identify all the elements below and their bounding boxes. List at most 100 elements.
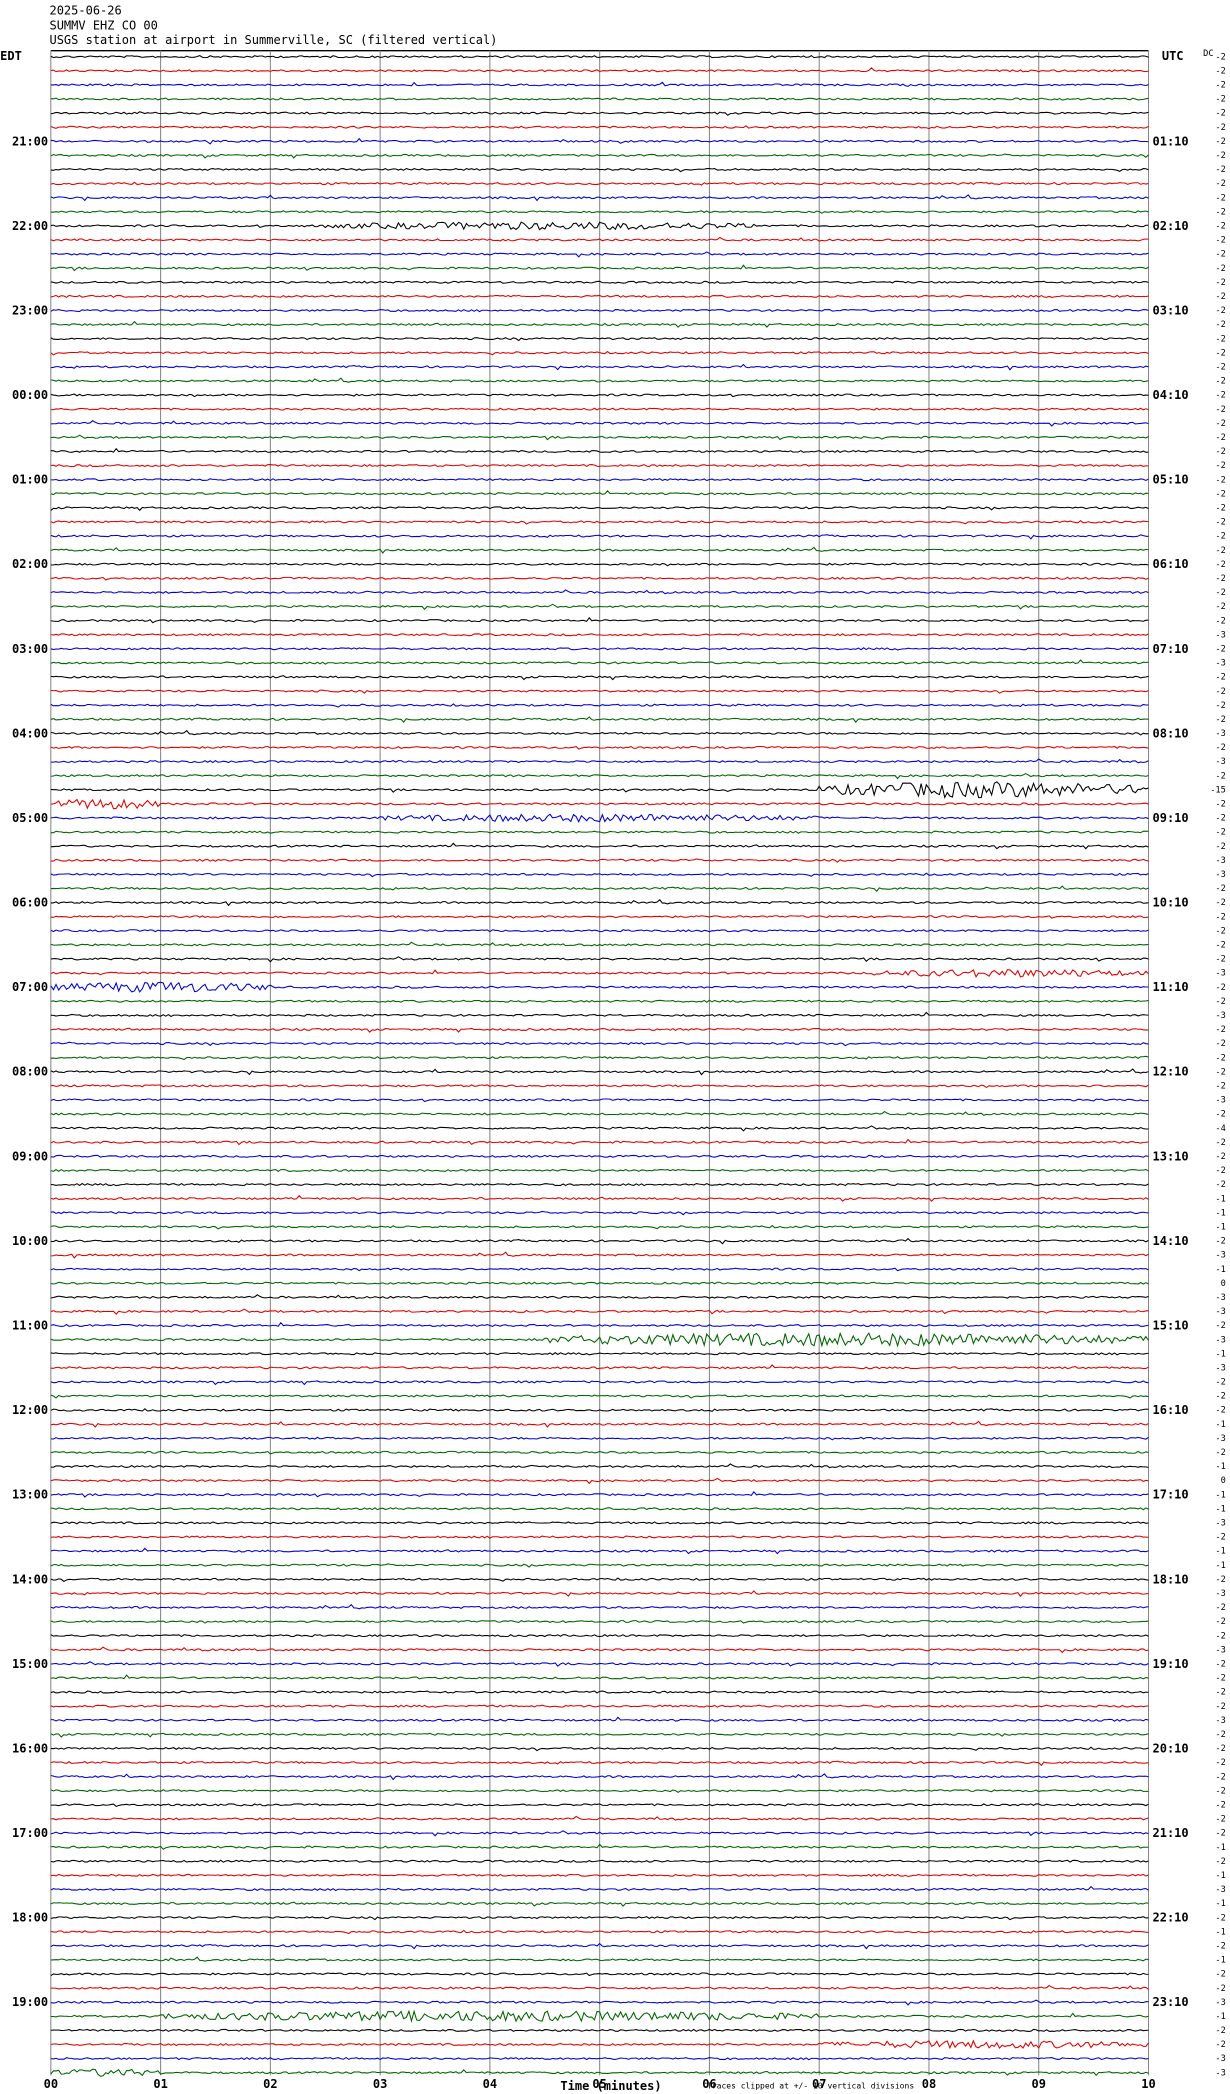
dc-offset: -2	[1215, 165, 1225, 175]
dc-offset: -2	[1215, 1448, 1225, 1458]
dc-offset: -2	[1215, 743, 1225, 753]
dc-offset: -1	[1215, 1349, 1225, 1359]
trace	[50, 181, 1149, 186]
dc-offset: -2	[1215, 1152, 1225, 1162]
dc-offset: -2	[1215, 1688, 1225, 1698]
trace	[50, 898, 1149, 907]
dc-offset: -3	[1215, 1645, 1225, 1655]
trace	[50, 1138, 1149, 1146]
dc-offset: -3	[1215, 1011, 1225, 1021]
dc-offset: -1	[1215, 1462, 1225, 1472]
x-axis-title: Time (minutes)	[560, 2079, 661, 2093]
x-tick-label: 00	[44, 2077, 58, 2091]
trace	[50, 1490, 1149, 1498]
trace	[50, 633, 1149, 637]
trace	[50, 745, 1149, 750]
trace	[50, 2068, 1149, 2077]
dc-offset: 0	[1221, 1476, 1226, 1486]
trace	[50, 1068, 1149, 1076]
dc-offset: -2	[1215, 828, 1225, 838]
trace	[50, 562, 1149, 567]
right-time-label: 14:10	[1153, 1234, 1189, 1248]
trace	[50, 1125, 1149, 1132]
trace	[50, 1098, 1149, 1103]
dc-offset: -2	[1215, 1617, 1225, 1627]
left-time-label: 22:00	[12, 219, 48, 233]
dc-offset: -2	[1215, 1067, 1225, 1077]
right-time-label: 20:10	[1153, 1741, 1189, 1755]
dc-offset: -2	[1215, 1110, 1225, 1120]
x-tick-label: 09	[1032, 2077, 1046, 2091]
trace	[50, 1011, 1149, 1018]
right-time-label: 09:10	[1153, 811, 1189, 825]
dc-offset: -2	[1215, 66, 1225, 76]
dc-offset: -2	[1215, 1406, 1225, 1416]
dc-offset: -2	[1215, 1730, 1225, 1740]
dc-offset: -2	[1215, 560, 1225, 570]
trace	[50, 1547, 1149, 1555]
trace	[50, 336, 1149, 342]
trace	[50, 2028, 1149, 2032]
dc-offset: -1	[1215, 1504, 1225, 1514]
dc-offset: -2	[1215, 391, 1225, 401]
trace	[50, 1972, 1149, 1977]
dc-offset: -2	[1215, 771, 1225, 781]
dc-offset: -2	[1215, 1533, 1225, 1543]
dc-offset: -2	[1215, 997, 1225, 1007]
trace	[50, 941, 1149, 947]
right-time-label: 10:10	[1153, 896, 1189, 910]
dc-offset: -2	[1215, 292, 1225, 302]
right-time-label: 11:10	[1153, 980, 1189, 994]
trace	[50, 1521, 1149, 1525]
trace	[50, 1674, 1149, 1680]
trace	[50, 251, 1149, 258]
dc-offset: -3	[1215, 1885, 1225, 1895]
dc-offset: -2	[1215, 1674, 1225, 1684]
dc-offset: -3	[1215, 1716, 1225, 1726]
dc-offset: -4	[1215, 1124, 1225, 1134]
trace	[50, 1535, 1149, 1539]
trace	[50, 534, 1149, 540]
trace	[50, 1843, 1149, 1850]
dc-offset: -2	[1215, 334, 1225, 344]
dc-offset: -1	[1215, 1222, 1225, 1232]
dc-offset: -2	[1215, 2040, 1225, 2050]
dc-offset: -3	[1215, 659, 1225, 669]
trace	[50, 798, 1149, 810]
dc-offset: -2	[1215, 983, 1225, 993]
trace	[50, 969, 1149, 978]
dc-offset: -2	[1215, 1829, 1225, 1839]
trace	[50, 350, 1149, 356]
dc-offset: -3	[1215, 1589, 1225, 1599]
dc-offset: -1	[1215, 1490, 1225, 1500]
dc-offset: -2	[1215, 1166, 1225, 1176]
trace	[50, 758, 1149, 764]
dc-offset: -3	[1215, 1998, 1225, 2008]
dc-offset: -2	[1215, 475, 1225, 485]
dc-offset: -3	[1215, 630, 1225, 640]
trace	[50, 1210, 1149, 1216]
dc-offset: -2	[1215, 2026, 1225, 2036]
trace	[50, 915, 1149, 919]
dc-offset: -2	[1215, 842, 1225, 852]
trace	[50, 2009, 1149, 2023]
trace	[50, 703, 1149, 708]
dc-offset: -2	[1215, 348, 1225, 358]
trace	[50, 280, 1149, 284]
dc-offset: -1	[1215, 1843, 1225, 1853]
dc-offset: -2	[1215, 109, 1225, 119]
right-time-label: 21:10	[1153, 1826, 1189, 1840]
trace	[50, 463, 1149, 468]
right-time-label: 17:10	[1153, 1488, 1189, 1502]
trace	[50, 1984, 1149, 1990]
dc-offset: -1	[1215, 1927, 1225, 1937]
trace	[50, 546, 1149, 554]
x-tick-label: 04	[483, 2077, 497, 2091]
dc-offset: -2	[1215, 222, 1225, 232]
dc-offset: -2	[1215, 489, 1225, 499]
trace	[50, 1633, 1149, 1638]
right-time-label: 23:10	[1153, 1995, 1189, 2009]
grid	[50, 50, 1150, 2076]
trace	[50, 153, 1149, 159]
